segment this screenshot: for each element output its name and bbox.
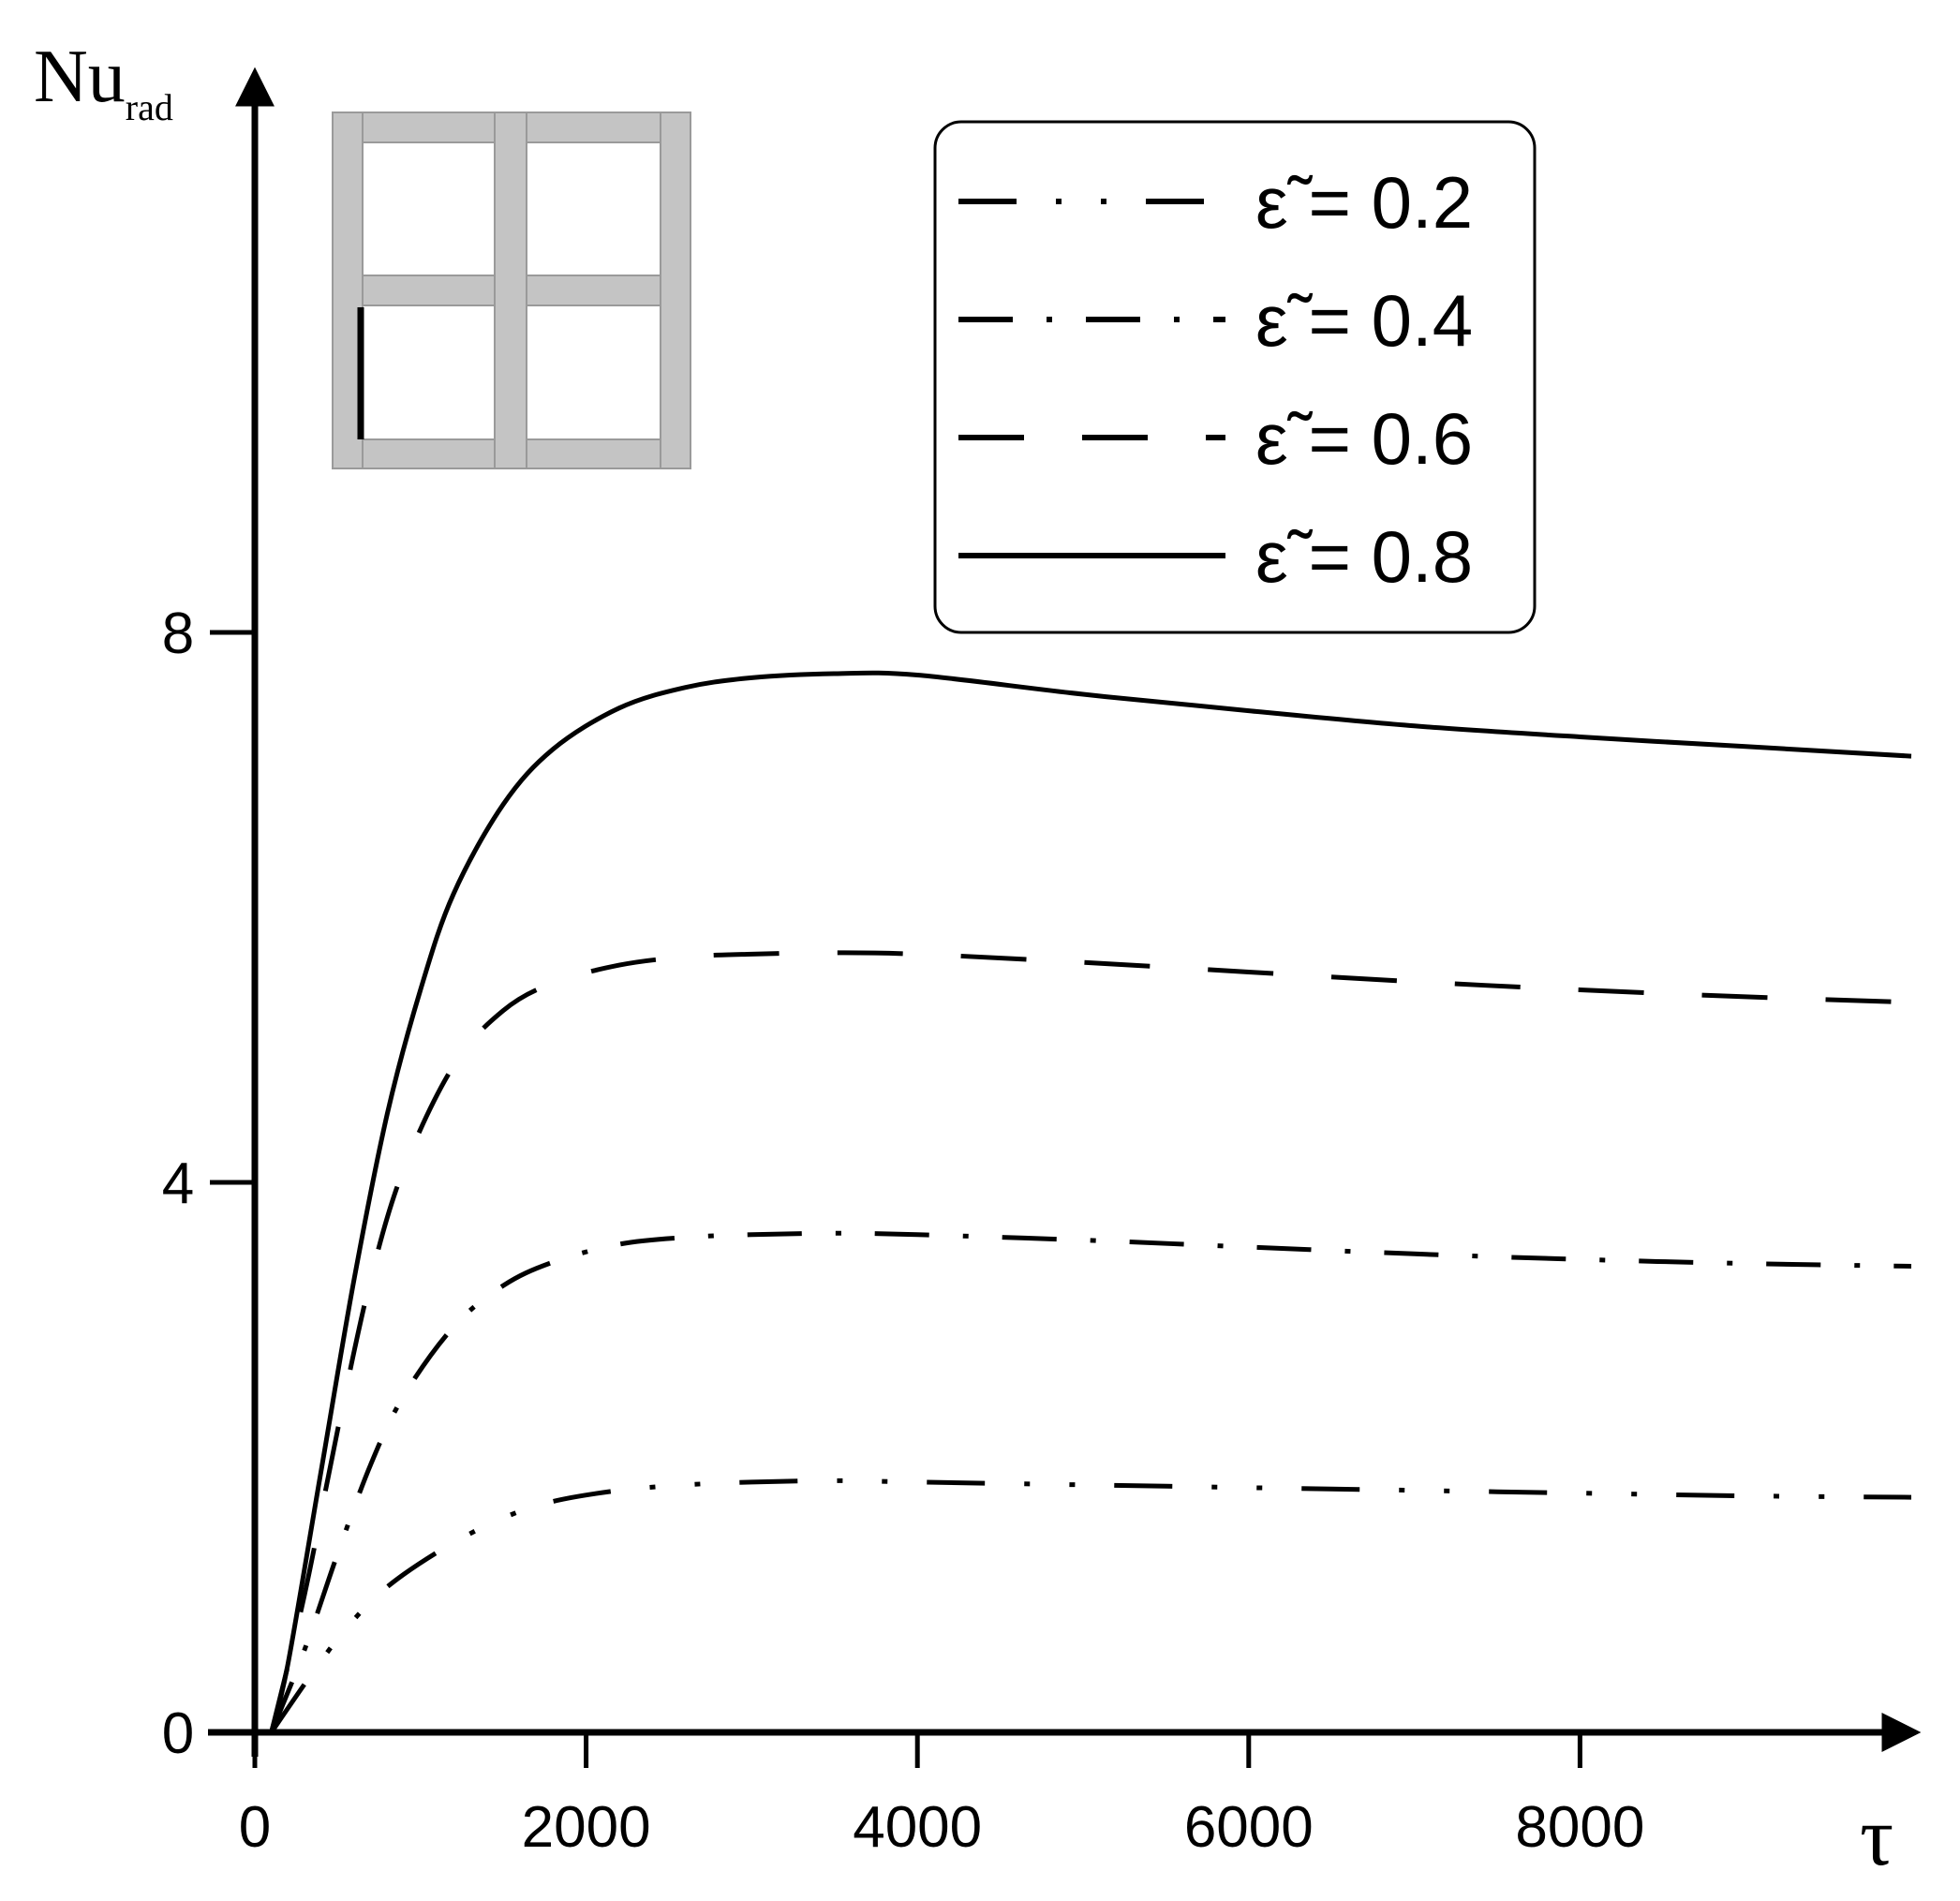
- legend-label-2: ε̃ = 0.6: [1255, 397, 1473, 480]
- legend-label-3: ε̃ = 0.8: [1255, 515, 1473, 598]
- legend: ε̃ = 0.2 ε̃ = 0.4 ε̃ = 0.6 ε̃ = 0.8: [933, 120, 1537, 634]
- x-tick-label-1: 2000: [522, 1795, 651, 1860]
- x-tick-label-2: 4000: [853, 1795, 982, 1860]
- x-tick-label-0: 0: [239, 1795, 271, 1860]
- series-line-1: [269, 1230, 1912, 1733]
- y-tick-label-1: 4: [162, 1151, 194, 1216]
- y-tick-label-0: 0: [162, 1701, 194, 1766]
- series-line-0: [269, 1478, 1912, 1734]
- y-tick-label-2: 8: [162, 601, 194, 666]
- series-line-3: [269, 670, 1912, 1733]
- x-tick-label-4: 8000: [1515, 1795, 1644, 1860]
- y-axis-title-main: Nu: [34, 36, 126, 118]
- legend-box: [933, 120, 1537, 634]
- x-axis-title: τ: [1860, 1790, 1893, 1883]
- y-axis-title: Nurad: [34, 36, 173, 128]
- legend-label-1: ε̃ = 0.4: [1255, 279, 1473, 362]
- x-tick-label-3: 6000: [1184, 1795, 1314, 1860]
- y-axis-title-subscript: rad: [126, 86, 173, 128]
- series-line-2: [269, 950, 1912, 1733]
- grid-inset-icon: [332, 111, 691, 469]
- legend-label-0: ε̃ = 0.2: [1255, 161, 1473, 244]
